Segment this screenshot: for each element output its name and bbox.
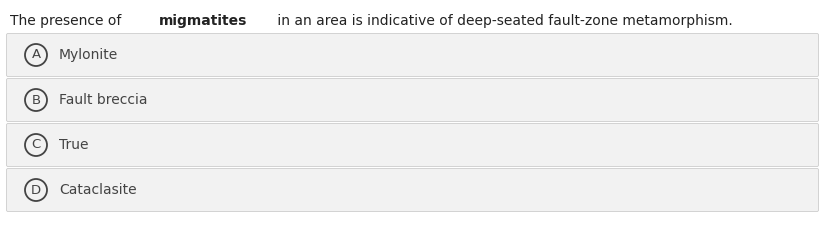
Text: A: A (31, 48, 40, 62)
Text: in an area is indicative of deep-seated fault-zone metamorphism.: in an area is indicative of deep-seated … (273, 14, 733, 28)
FancyBboxPatch shape (7, 34, 818, 77)
Text: Mylonite: Mylonite (59, 48, 118, 62)
Text: Cataclasite: Cataclasite (59, 183, 137, 197)
Circle shape (25, 44, 47, 66)
Text: Fault breccia: Fault breccia (59, 93, 148, 107)
FancyBboxPatch shape (7, 168, 818, 212)
Text: migmatites: migmatites (159, 14, 248, 28)
Circle shape (25, 89, 47, 111)
FancyBboxPatch shape (7, 124, 818, 167)
Text: C: C (31, 138, 40, 152)
Text: D: D (31, 184, 41, 196)
Text: B: B (31, 94, 40, 106)
Text: The presence of: The presence of (10, 14, 125, 28)
Circle shape (25, 179, 47, 201)
FancyBboxPatch shape (7, 78, 818, 121)
Circle shape (25, 134, 47, 156)
Text: True: True (59, 138, 88, 152)
